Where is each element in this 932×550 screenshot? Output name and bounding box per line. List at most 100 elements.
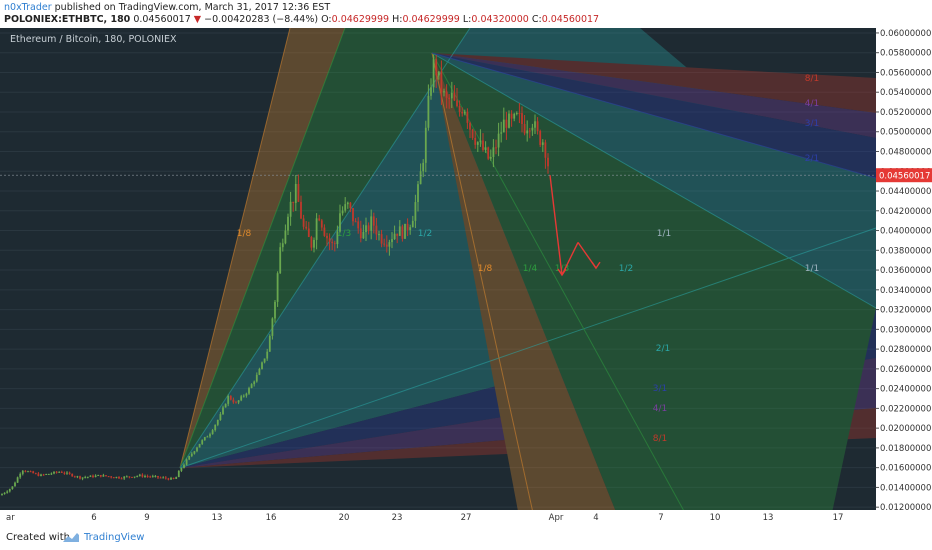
candle-body — [458, 105, 461, 112]
candle-body — [188, 456, 191, 460]
candle-body — [492, 147, 495, 157]
time-axis-label: 4 — [593, 513, 598, 522]
candle-body — [146, 476, 149, 478]
candle-body — [268, 335, 271, 352]
price-axis-label: 0.01600000 — [880, 464, 931, 474]
candle-body — [502, 119, 505, 133]
candle-body — [162, 477, 165, 479]
price-axis-label: 0.03800000 — [880, 246, 931, 256]
candle-body — [437, 71, 440, 76]
time-axis-label: Apr — [549, 513, 564, 522]
candle-body — [235, 402, 237, 404]
candle-body — [495, 147, 497, 149]
candle-body — [294, 183, 297, 203]
candle-body — [287, 216, 289, 231]
candle-body — [19, 473, 22, 478]
high-value: 0.04629999 — [402, 14, 460, 25]
low-value: 0.04320000 — [471, 14, 529, 25]
candle-body — [375, 225, 378, 235]
candle-body — [328, 238, 331, 242]
candle-body — [144, 476, 146, 478]
candle-body — [201, 440, 204, 444]
candle-body — [76, 476, 79, 478]
candle-body — [505, 119, 508, 128]
candle-body — [24, 470, 27, 472]
tradingview-link[interactable]: TradingView — [84, 532, 145, 543]
candle-body — [333, 243, 336, 245]
candle-body — [6, 491, 9, 493]
publish-line: n0xTrader published on TradingView.com, … — [4, 2, 330, 13]
candle-body — [29, 471, 32, 473]
candle-body — [102, 475, 105, 477]
candle-body — [463, 111, 466, 114]
gann-fan-line — [431, 52, 536, 522]
candle-body — [219, 414, 222, 421]
candle-body — [401, 226, 404, 239]
candle-body — [261, 362, 263, 369]
candle-body — [541, 142, 544, 145]
candle-body — [422, 162, 425, 172]
candle-body — [37, 473, 40, 476]
candle-body — [94, 475, 97, 478]
candle-body — [378, 234, 380, 236]
candle-body — [479, 140, 482, 143]
candle-body — [547, 157, 549, 167]
price-axis-label: 0.02200000 — [880, 404, 931, 414]
candle-body — [469, 122, 471, 130]
fan-label: 2/1 — [805, 154, 819, 164]
candle-body — [448, 97, 451, 99]
projection-arrowhead-icon — [591, 261, 601, 270]
candle-body — [510, 113, 513, 119]
candle-body — [237, 400, 240, 403]
author-link[interactable]: n0xTrader — [4, 2, 52, 13]
gann-fan-segment — [432, 53, 620, 522]
price-axis-label: 0.02400000 — [880, 385, 931, 395]
open-label: O: — [321, 14, 332, 25]
candle-body — [331, 241, 334, 244]
candle-body — [409, 227, 412, 231]
fan-label: 8/1 — [653, 434, 667, 444]
fan-label: 3/1 — [653, 384, 667, 394]
time-axis-label: 16 — [266, 513, 277, 522]
chart-area[interactable]: 1/8 1/3 1/2 1/8 1/4 1/3 1/2 1/1 1/1 2/1 3/1 4/1 8/1 3… — [0, 28, 932, 522]
candle-body — [313, 239, 315, 248]
candle-body — [71, 473, 74, 477]
candle-body — [209, 434, 211, 437]
candle-body — [258, 368, 261, 375]
candle-body — [380, 234, 383, 244]
candle-body — [292, 201, 295, 203]
candle-body — [27, 471, 29, 473]
candle-body — [518, 112, 521, 114]
candle-body — [534, 121, 536, 128]
time-axis-label: 9 — [144, 513, 149, 522]
candle-body — [414, 202, 417, 221]
price-chart[interactable]: 1/8 1/3 1/2 1/8 1/4 1/3 1/2 1/1 1/1 2/1 3/1 4/1 8/1 3… — [0, 28, 932, 522]
candle-body — [136, 475, 139, 477]
plot-background — [0, 28, 876, 522]
candle-body — [245, 393, 248, 396]
price-axis-label: 0.04000000 — [880, 227, 931, 237]
grid-lines — [0, 32, 876, 508]
candle-body — [346, 202, 349, 205]
candle-body — [440, 71, 443, 92]
candle-body — [435, 59, 438, 76]
time-axis: ar 6 9 13 16 20 23 27 Apr 4 7 10 13 17 — [6, 513, 843, 522]
price-axis-label: 0.03400000 — [880, 286, 931, 296]
chart-header: n0xTrader published on TradingView.com, … — [0, 0, 932, 28]
candle-body — [60, 471, 63, 473]
gann-fan-line — [431, 52, 877, 309]
candle-body — [123, 476, 126, 479]
fan-label: 1/1 — [805, 264, 819, 274]
gann-fan-line — [179, 28, 291, 469]
fan-label: 1/2 — [619, 264, 633, 274]
gann-fan-segment — [180, 358, 876, 468]
candle-body — [497, 133, 500, 148]
candle-body — [193, 451, 196, 454]
close-value: 0.04560017 — [541, 14, 600, 25]
fan-label: 1/8 — [478, 264, 493, 274]
candle-body — [167, 478, 170, 480]
candle-body — [513, 113, 516, 119]
candle-body — [255, 374, 258, 382]
candle-body — [404, 223, 406, 239]
candle-body — [406, 223, 409, 231]
